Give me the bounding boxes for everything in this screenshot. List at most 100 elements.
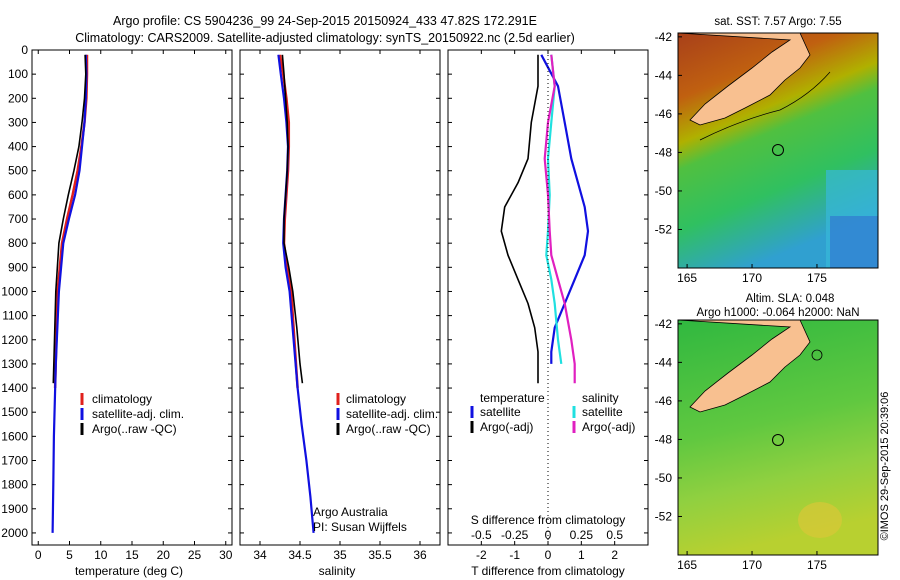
x-tick-label: 0 <box>35 548 42 562</box>
y-tick-label: 0 <box>21 43 28 57</box>
series-line-salinity-argo-adj- <box>543 54 576 384</box>
lat-tick-label: -48 <box>655 432 673 446</box>
legend-label: satellite <box>480 405 521 419</box>
figure-title-line1: Argo profile: CS 5904236_99 24-Sep-2015 … <box>113 14 537 28</box>
y-tick-label: 1600 <box>1 429 28 443</box>
series-line-climatology <box>278 54 299 389</box>
x-tick-label: -2 <box>476 548 487 562</box>
y-tick-label: 100 <box>8 67 28 81</box>
temperature-xlabel: temperature (deg C) <box>75 564 183 578</box>
lon-tick-label: 165 <box>677 558 697 572</box>
series-line-argo-raw-qc- <box>52 54 87 384</box>
y-tick-label: 1300 <box>1 357 28 371</box>
series-line-climatology <box>53 54 89 389</box>
s-tick-label: 0.5 <box>606 528 623 542</box>
y-tick-label: 1100 <box>2 309 28 323</box>
temperature-legend: climatology satellite-adj. clim. Argo(..… <box>80 392 184 436</box>
temperature-series <box>51 54 89 533</box>
salinity-plot-area <box>239 49 441 546</box>
x-tick-label: 25 <box>188 548 202 562</box>
x-tick-label: -1 <box>509 548 520 562</box>
sla-map-lon-ticks: 165 170 175 <box>677 551 827 572</box>
lat-tick-label: -52 <box>655 222 673 236</box>
figure-title-line2: Climatology: CARS2009. Satellite-adjuste… <box>75 31 575 45</box>
sst-contour <box>699 71 831 141</box>
lat-tick-label: -50 <box>655 184 673 198</box>
salinity-x-ticks: 34 34.5 35 35.5 36 <box>253 50 427 562</box>
y-tick-label: 1700 <box>1 453 28 467</box>
series-line-temperature-argo-adj- <box>500 54 539 384</box>
x-tick-label: 5 <box>66 548 73 562</box>
legend-label: Argo(..raw -QC) <box>92 422 177 436</box>
lon-tick-label: 175 <box>807 558 827 572</box>
y-tick-label: 500 <box>8 164 28 178</box>
y-tick-label: 700 <box>8 212 28 226</box>
y-tick-label: 400 <box>8 140 28 154</box>
new-zealand-landmass <box>677 319 811 413</box>
legend-label: climatology <box>346 392 406 406</box>
sla-contour <box>811 349 823 361</box>
salinity-xlabel: salinity <box>319 564 356 578</box>
sla-map <box>677 319 879 556</box>
y-tick-label: 1800 <box>1 478 28 492</box>
x-tick-label: 35 <box>333 548 347 562</box>
legend-label: Argo(..raw -QC) <box>346 422 431 436</box>
lat-tick-label: -42 <box>655 30 673 44</box>
s-difference-ticks: -0.5-0.2500.250.5 <box>471 528 623 542</box>
sla-high-patch <box>798 502 842 538</box>
temperature-x-ticks: 0 5 10 15 20 25 30 <box>35 50 233 562</box>
y-tick-label: 1400 <box>1 381 28 395</box>
sst-map <box>677 32 879 269</box>
s-difference-label: S difference from climatology <box>471 513 626 527</box>
salinity-legend: climatology satellite-adj. clim. Argo(..… <box>336 392 438 436</box>
lat-tick-label: -52 <box>655 509 673 523</box>
lon-tick-label: 170 <box>742 271 762 285</box>
y-tick-label: 1500 <box>1 405 28 419</box>
depth-axis-ticks: 0 100 200 300 400 500 600 700 800 900 1000 1100 1200… <box>1 43 648 540</box>
salinity-series <box>277 54 315 533</box>
x-tick-label: 30 <box>219 548 233 562</box>
sst-map-lon-ticks: 165 170 175 <box>677 264 827 285</box>
difference-series <box>500 54 590 384</box>
credit-line1: Argo Australia <box>313 505 388 519</box>
legend-label: satellite <box>582 405 623 419</box>
sla-map-title2: Argo h1000: -0.064 h2000: NaN <box>696 307 859 319</box>
credit-line2: PI: Susan Wijffels <box>313 520 407 534</box>
lat-tick-label: -42 <box>655 317 673 331</box>
argo-float-location <box>772 144 784 156</box>
y-tick-label: 200 <box>8 91 28 105</box>
sla-map-lat-ticks: -42 -44 -46 -48 -50 -52 <box>655 317 682 523</box>
x-tick-label: 10 <box>94 548 108 562</box>
y-tick-label: 900 <box>8 260 28 274</box>
lat-tick-label: -44 <box>655 68 673 82</box>
series-line-temperature-satellite <box>540 54 590 364</box>
t-difference-x-ticks: -2 -1 0 1 2 <box>476 50 618 562</box>
series-line-argo-raw-qc- <box>281 54 304 384</box>
x-tick-label: 0 <box>545 548 552 562</box>
legend-label: satellite-adj. clim. <box>346 407 438 421</box>
series-line-satellite-adj-clim- <box>277 54 315 533</box>
y-tick-label: 1200 <box>1 333 28 347</box>
x-tick-label: 34 <box>253 548 267 562</box>
imos-watermark: ©IMOS 29-Sep-2015 20:39:06 <box>879 392 891 541</box>
lat-tick-label: -50 <box>655 471 673 485</box>
x-tick-label: 15 <box>125 548 139 562</box>
x-tick-label: 1 <box>578 548 585 562</box>
y-tick-label: 1900 <box>1 502 28 516</box>
new-zealand-landmass <box>677 32 811 126</box>
x-tick-label: 36 <box>413 548 427 562</box>
lat-tick-label: -46 <box>655 107 673 121</box>
lon-tick-label: 165 <box>677 271 697 285</box>
sla-map-frame <box>677 319 879 556</box>
s-tick-label: -0.25 <box>501 528 529 542</box>
s-tick-label: 0.25 <box>570 528 594 542</box>
x-tick-label: 2 <box>611 548 618 562</box>
x-tick-label: 34.5 <box>288 548 312 562</box>
sst-map-title: sat. SST: 7.57 Argo: 7.55 <box>714 16 841 28</box>
y-tick-label: 600 <box>8 188 28 202</box>
sst-map-frame <box>677 32 879 269</box>
lon-tick-label: 175 <box>807 271 827 285</box>
legend-label: Argo(-adj) <box>480 420 533 434</box>
lat-tick-label: -48 <box>655 145 673 159</box>
